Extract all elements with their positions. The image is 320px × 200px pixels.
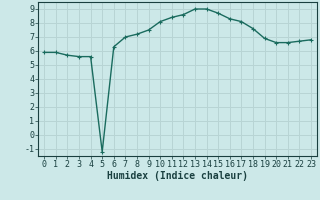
X-axis label: Humidex (Indice chaleur): Humidex (Indice chaleur) <box>107 171 248 181</box>
